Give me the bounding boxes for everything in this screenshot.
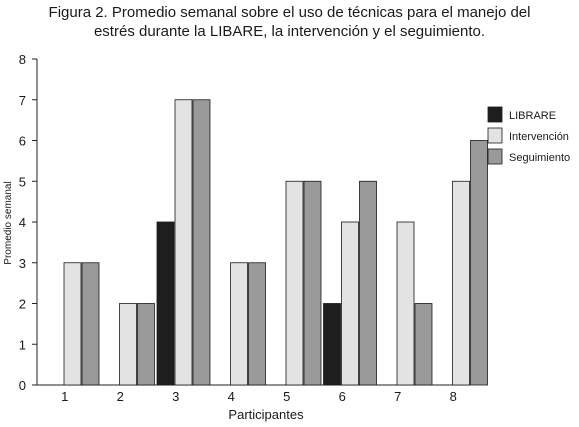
y-tick-label: 1: [19, 337, 26, 352]
bar-group: [230, 262, 266, 386]
bar: [470, 140, 488, 386]
bar: [323, 303, 341, 386]
bar-group: [119, 303, 155, 386]
bar-groups: [63, 99, 488, 386]
bar-group: [323, 180, 377, 386]
bar-group: [285, 180, 322, 386]
y-tick-label: 7: [19, 93, 26, 108]
bar: [359, 180, 377, 386]
bar: [452, 180, 470, 386]
x-tick-label: 5: [283, 389, 290, 404]
y-tick-label: 3: [19, 256, 26, 271]
bar: [303, 180, 322, 386]
bar-group: [396, 221, 433, 386]
bar-group: [156, 99, 211, 386]
bar-group: [452, 140, 488, 386]
y-tick-label: 4: [19, 215, 26, 230]
bar: [230, 262, 248, 386]
x-tick-label: 3: [172, 389, 179, 404]
bar: [396, 221, 415, 386]
chart-title: Figura 2. Promedio semanal sobre el uso …: [0, 3, 579, 41]
x-tick-label: 7: [394, 389, 401, 404]
legend: LIBRARE Intervención Seguimiento: [487, 106, 570, 165]
y-axis-ticks: 0 1 2 3 4 5 6 7 8: [19, 52, 37, 393]
y-axis-label: Promedio semanal: [3, 181, 14, 264]
bar: [81, 262, 100, 386]
legend-swatch: [487, 127, 503, 144]
legend-label: Seguimiento: [509, 152, 570, 164]
bar: [192, 99, 211, 386]
x-tick-label: 4: [228, 389, 235, 404]
y-tick-label: 0: [19, 378, 26, 393]
legend-label: LIBRARE: [509, 110, 556, 122]
bar: [414, 303, 433, 386]
bar: [248, 262, 266, 386]
bar: [137, 303, 155, 386]
bar: [285, 180, 304, 386]
chart-title-line-2: estrés durante la LIBARE, la intervenció…: [93, 23, 486, 40]
chart-title-line-1: Figura 2. Promedio semanal sobre el uso …: [48, 4, 531, 21]
y-tick-label: 2: [19, 297, 26, 312]
x-tick-label: 6: [339, 389, 346, 404]
bar: [156, 221, 175, 386]
bar: [341, 221, 359, 386]
y-tick-label: 6: [19, 134, 26, 149]
x-tick-label: 1: [61, 389, 68, 404]
legend-swatch: [487, 148, 503, 165]
x-tick-label: 2: [117, 389, 124, 404]
y-tick-label: 8: [19, 52, 26, 67]
x-tick-label: 8: [450, 389, 457, 404]
bar-group: [63, 262, 100, 386]
bar: [119, 303, 137, 386]
bar: [63, 262, 82, 386]
legend-label: Intervención: [509, 131, 569, 143]
bar: [174, 99, 193, 386]
legend-swatch: [487, 106, 503, 123]
x-axis-label: Participantes: [228, 407, 304, 422]
y-tick-label: 5: [19, 174, 26, 189]
